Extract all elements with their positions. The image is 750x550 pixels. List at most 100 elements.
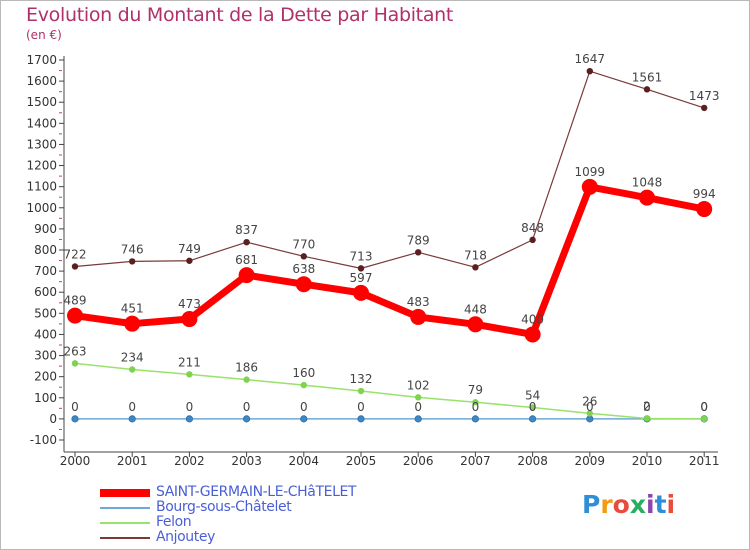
data-label: 770: [292, 237, 315, 251]
data-point: [701, 415, 708, 423]
logo-letter: P: [582, 490, 601, 519]
data-label: 132: [350, 372, 373, 386]
x-tick-label: 2003: [231, 454, 262, 468]
data-label: 789: [407, 233, 430, 247]
logo-letter: i: [666, 490, 676, 519]
data-point: [415, 249, 422, 256]
data-point: [581, 178, 598, 195]
data-point: [643, 86, 651, 93]
x-tick-label: 2006: [403, 454, 434, 468]
data-point: [300, 253, 307, 260]
y-tick-label: 500: [34, 306, 57, 320]
x-tick-label: 2000: [60, 454, 91, 468]
logo-letter: r: [600, 490, 613, 519]
data-point: [71, 263, 79, 270]
series-line: [74, 362, 705, 420]
y-tick-label: 800: [34, 243, 57, 257]
data-label: 0: [700, 400, 708, 414]
data-label: 451: [121, 302, 144, 316]
series-layer: [67, 67, 713, 423]
data-label: 400: [521, 312, 544, 326]
data-point: [243, 415, 251, 423]
logo-letter: t: [654, 490, 667, 519]
legend-swatch: [100, 522, 150, 524]
data-point: [243, 238, 250, 246]
data-point: [701, 104, 708, 112]
data-point: [467, 316, 484, 333]
data-label: 1099: [575, 165, 606, 179]
y-tick-label: 1500: [26, 95, 57, 109]
legend-label: Felon: [156, 514, 192, 530]
data-point: [357, 415, 365, 423]
data-label: 186: [235, 361, 258, 375]
data-label: 0: [586, 400, 594, 414]
data-point: [410, 308, 427, 325]
axes: -100010020030040050060070080090010001100…: [26, 53, 719, 468]
data-point: [586, 415, 594, 423]
data-label: 0: [472, 400, 480, 414]
series-2: [71, 360, 708, 423]
data-point: [185, 415, 193, 423]
data-label: 746: [121, 242, 144, 256]
data-point: [357, 387, 365, 395]
data-point: [300, 381, 307, 389]
legend-label: Anjoutey: [156, 529, 215, 545]
data-label: 837: [235, 223, 258, 237]
data-point: [124, 315, 141, 332]
logo-letter: o: [612, 490, 630, 519]
data-label: 26: [582, 394, 597, 408]
data-point: [186, 257, 193, 264]
y-tick-label: 200: [34, 370, 57, 384]
data-label: 160: [292, 366, 315, 380]
x-tick-label: 2009: [575, 454, 606, 468]
data-point: [295, 276, 312, 293]
x-tick-label: 2002: [174, 454, 205, 468]
data-label: 0: [128, 400, 136, 414]
data-point: [67, 307, 83, 324]
y-tick-label: 900: [34, 222, 57, 236]
x-tick-label: 2001: [117, 454, 148, 468]
data-label: 713: [350, 249, 373, 263]
legend-swatch: [100, 489, 150, 497]
y-tick-label: -100: [30, 433, 57, 447]
data-label: 994: [693, 187, 716, 201]
data-point: [353, 284, 369, 301]
data-point: [71, 415, 79, 423]
data-label: 211: [178, 355, 201, 369]
data-point: [181, 311, 198, 328]
data-point: [415, 394, 422, 401]
x-tick-label: 2008: [517, 454, 548, 468]
x-tick-label: 2005: [346, 454, 377, 468]
data-label: 483: [407, 295, 430, 309]
data-label: 681: [235, 253, 258, 267]
data-point: [586, 410, 593, 417]
data-point: [471, 415, 479, 423]
data-label: 1473: [689, 89, 720, 103]
data-label: 0: [186, 400, 194, 414]
data-point: [639, 189, 655, 206]
y-tick-label: 0: [49, 412, 57, 426]
x-tick-label: 2004: [289, 454, 320, 468]
data-point: [129, 258, 136, 265]
data-point: [186, 371, 193, 378]
data-label: 0: [243, 400, 251, 414]
data-point: [529, 404, 536, 411]
x-tick-label: 2007: [460, 454, 491, 468]
y-tick-label: 300: [34, 349, 57, 363]
data-label: 0: [700, 400, 708, 414]
data-point: [238, 267, 255, 284]
y-tick-label: 600: [34, 285, 57, 299]
data-label: 102: [407, 378, 430, 392]
data-point: [128, 415, 136, 423]
y-tick-label: 100: [34, 391, 57, 405]
data-label: 234: [121, 350, 144, 364]
data-label: 448: [464, 302, 487, 316]
data-label: 473: [178, 297, 201, 311]
legend-swatch: [100, 507, 150, 509]
chart-unit: (en €): [26, 28, 62, 42]
data-point: [243, 376, 250, 383]
data-point: [528, 415, 537, 423]
data-label: 2: [643, 399, 651, 413]
logo-letter: i: [646, 490, 655, 519]
